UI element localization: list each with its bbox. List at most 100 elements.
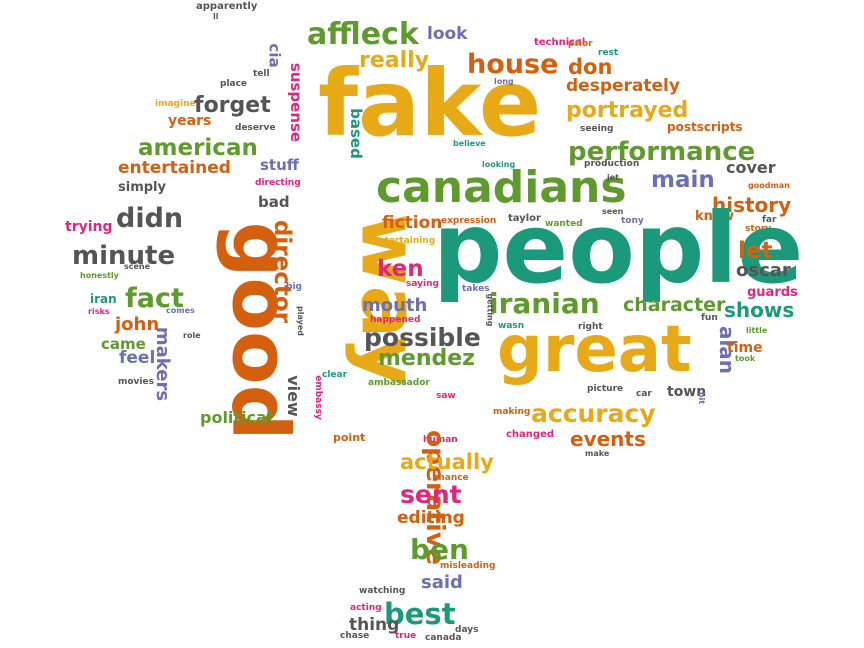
word-ll: ll (213, 12, 219, 21)
word-believe: believe (453, 139, 486, 148)
word-postscripts: postscripts (667, 120, 743, 134)
word-wanted: wanted (545, 219, 583, 229)
word-look: look (427, 24, 468, 44)
word-iran: iran (90, 292, 117, 306)
word-chase: chase (340, 631, 370, 641)
word-comes: comes (166, 306, 195, 315)
word-bit: bit (697, 391, 707, 405)
word-car: car (636, 389, 652, 399)
word-jet: jet (607, 173, 619, 182)
word-best: best (384, 597, 456, 631)
word-looking: looking (482, 160, 516, 169)
word-view: view (283, 375, 303, 417)
word-point: point (333, 431, 366, 444)
word-long: long (494, 77, 514, 86)
word-american: american (138, 135, 258, 161)
word-cover: cover (726, 158, 776, 177)
word-fact: fact (125, 283, 184, 314)
word-accuracy: accuracy (531, 399, 656, 428)
word-time: time (727, 340, 763, 356)
word-actually: actually (400, 450, 494, 474)
word-wasn: wasn (498, 321, 525, 331)
word-directing: directing (255, 178, 301, 188)
word-possible: possible (364, 323, 481, 352)
word-saw: saw (436, 391, 456, 401)
word-people: people (433, 192, 804, 305)
word-based: based (346, 108, 365, 159)
word-misleading: misleading (440, 561, 496, 571)
word-watching: watching (359, 586, 406, 596)
word-great: great (497, 313, 692, 387)
word-prior: prior (568, 39, 593, 49)
word-honestly: honestly (80, 271, 119, 280)
word-history: history (712, 193, 792, 217)
word-character: character (623, 294, 726, 316)
word-sent: sent (400, 480, 462, 509)
word-performance: performance (568, 137, 756, 167)
word-makers: makers (152, 326, 174, 402)
word-entertained: entertained (118, 158, 231, 178)
word-events: events (570, 427, 646, 451)
word-director: director (269, 219, 296, 324)
word-acting: acting (350, 603, 382, 613)
word-risks: risks (88, 307, 110, 316)
word-ben: ben (410, 533, 469, 566)
word-technical: technical (534, 37, 586, 48)
word-didn: didn (116, 203, 184, 234)
word-main: main (651, 167, 715, 193)
word-affleck: affleck (307, 17, 419, 52)
word-far: far (762, 215, 777, 225)
word-make: make (585, 449, 610, 458)
word-desperately: desperately (566, 76, 680, 96)
word-played: played (296, 306, 305, 336)
word-mouth: mouth (362, 295, 428, 316)
word-years: years (168, 113, 212, 129)
word-true: true (395, 631, 417, 641)
word-production: production (584, 159, 640, 169)
word-iranian: iranian (489, 287, 600, 320)
word-right: right (578, 322, 603, 332)
word-ken: ken (377, 256, 424, 282)
word-big: big (286, 282, 302, 292)
word-seeing: seeing (580, 124, 614, 134)
word-tony: tony (621, 216, 644, 226)
word-fiction: fiction (382, 213, 443, 233)
word-saying: saying (406, 279, 439, 289)
word-forget: forget (194, 93, 271, 118)
word-minute: minute (72, 241, 176, 271)
word-oscar: oscar (736, 260, 791, 281)
word-political: political (200, 408, 273, 427)
word-days: days (455, 625, 479, 635)
word-don: don (568, 55, 613, 79)
word-trying: trying (65, 219, 113, 235)
word-making: making (493, 407, 531, 417)
word-fake: fake (318, 50, 542, 157)
word-taylor: taylor (508, 213, 541, 224)
word-getting: getting (485, 293, 495, 327)
word-took: took (735, 354, 756, 363)
word-guards: guards (747, 285, 798, 300)
word-cia: cia (265, 43, 284, 68)
word-let: let (738, 238, 773, 264)
word-movies: movies (118, 377, 154, 387)
word-thing: thing (349, 615, 400, 635)
word-editing: editing (397, 508, 465, 528)
word-changed: changed (506, 429, 555, 440)
word-fun: fun (701, 313, 718, 323)
word-role: role (183, 331, 201, 340)
word-know: know (695, 209, 734, 224)
word-deserve: deserve (235, 123, 276, 133)
word-seen: seen (602, 207, 624, 216)
word-goodman: goodman (748, 181, 790, 190)
word-place: place (220, 79, 248, 89)
word-happened: happened (370, 315, 421, 325)
word-portrayed: portrayed (566, 98, 689, 123)
word-ambassador: ambassador (368, 378, 430, 388)
word-town: town (667, 384, 707, 400)
word-embassy: embassy (312, 375, 323, 420)
word-entertaining: entertaining (372, 236, 436, 246)
word-stuff: stuff (260, 156, 299, 174)
word-said: said (421, 572, 463, 593)
word-suspense: suspense (287, 62, 306, 143)
